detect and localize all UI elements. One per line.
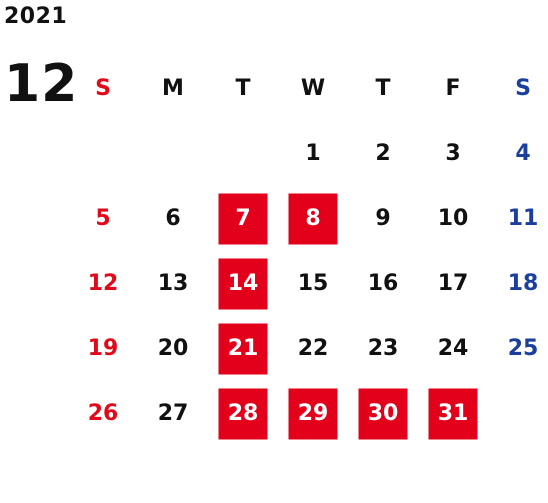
day-number: 10 xyxy=(437,206,469,231)
highlight-box xyxy=(218,323,268,374)
day-cell-highlighted[interactable]: 30 xyxy=(348,381,418,446)
day-number: 30 xyxy=(367,401,399,426)
weekday-label: T xyxy=(375,76,391,101)
day-cell-highlighted[interactable]: 7 xyxy=(208,186,278,251)
day-cell[interactable]: 27 xyxy=(138,381,208,446)
day-cell-highlighted[interactable]: 29 xyxy=(278,381,348,446)
weekday-label: S xyxy=(515,76,531,101)
day-cell[interactable]: 18 xyxy=(488,251,548,316)
day-cell[interactable]: 4 xyxy=(488,121,548,186)
day-number: 4 xyxy=(515,141,531,166)
weekday-label: M xyxy=(162,76,184,101)
highlight-box xyxy=(288,388,338,439)
day-number: 20 xyxy=(157,336,189,361)
weekday-label: T xyxy=(235,76,251,101)
day-number: 3 xyxy=(445,141,461,166)
weekday-header-wednesday: W xyxy=(278,56,348,121)
day-cell[interactable]: 15 xyxy=(278,251,348,316)
empty-day-cell xyxy=(208,121,278,186)
weekday-header-friday: F xyxy=(418,56,488,121)
day-cell[interactable]: 12 xyxy=(68,251,138,316)
calendar-grid: S M T W T F S 1 2 3 4 5 6 7 8 9 10 11 12 13 14 15 16 17 18 19 20 21… xyxy=(68,56,548,446)
day-cell[interactable]: 17 xyxy=(418,251,488,316)
day-cell[interactable]: 1 xyxy=(278,121,348,186)
day-number: 5 xyxy=(95,206,111,231)
day-number: 2 xyxy=(375,141,391,166)
day-cell[interactable]: 13 xyxy=(138,251,208,316)
weekday-header-monday: M xyxy=(138,56,208,121)
empty-day-cell xyxy=(488,381,548,446)
day-number: 17 xyxy=(437,271,469,296)
day-number: 16 xyxy=(367,271,399,296)
day-number: 27 xyxy=(157,401,189,426)
day-number: 25 xyxy=(507,336,539,361)
highlight-box xyxy=(428,388,478,439)
day-number: 24 xyxy=(437,336,469,361)
day-cell-highlighted[interactable]: 28 xyxy=(208,381,278,446)
day-number: 21 xyxy=(227,336,259,361)
day-number: 26 xyxy=(87,401,119,426)
day-number: 18 xyxy=(507,271,539,296)
day-cell[interactable]: 24 xyxy=(418,316,488,381)
day-number: 11 xyxy=(507,206,539,231)
day-cell-highlighted[interactable]: 31 xyxy=(418,381,488,446)
day-number: 31 xyxy=(437,401,469,426)
day-number: 6 xyxy=(165,206,181,231)
day-number: 12 xyxy=(87,271,119,296)
day-cell[interactable]: 11 xyxy=(488,186,548,251)
day-cell[interactable]: 22 xyxy=(278,316,348,381)
day-cell[interactable]: 3 xyxy=(418,121,488,186)
weekday-header-sunday: S xyxy=(68,56,138,121)
day-cell[interactable]: 10 xyxy=(418,186,488,251)
day-number: 22 xyxy=(297,336,329,361)
highlight-box xyxy=(288,193,338,244)
day-cell-highlighted[interactable]: 8 xyxy=(278,186,348,251)
day-number: 8 xyxy=(305,206,321,231)
weekday-header-saturday: S xyxy=(488,56,548,121)
day-number: 9 xyxy=(375,206,391,231)
weekday-header-tuesday: T xyxy=(208,56,278,121)
day-cell[interactable]: 25 xyxy=(488,316,548,381)
weekday-label: F xyxy=(445,76,461,101)
day-number: 23 xyxy=(367,336,399,361)
day-cell[interactable]: 6 xyxy=(138,186,208,251)
day-number: 1 xyxy=(305,141,321,166)
highlight-box xyxy=(218,388,268,439)
weekday-header-thursday: T xyxy=(348,56,418,121)
empty-day-cell xyxy=(138,121,208,186)
highlight-box xyxy=(218,258,268,309)
day-number: 19 xyxy=(87,336,119,361)
day-cell[interactable]: 16 xyxy=(348,251,418,316)
day-number: 13 xyxy=(157,271,189,296)
calendar-year: 2021 xyxy=(4,4,68,29)
highlight-box xyxy=(358,388,408,439)
calendar-month: 12 xyxy=(4,54,79,114)
weekday-label: S xyxy=(95,76,111,101)
weekday-label: W xyxy=(300,76,326,101)
day-number: 15 xyxy=(297,271,329,296)
day-cell[interactable]: 19 xyxy=(68,316,138,381)
day-number: 14 xyxy=(227,271,259,296)
day-cell[interactable]: 23 xyxy=(348,316,418,381)
day-number: 28 xyxy=(227,401,259,426)
day-cell[interactable]: 2 xyxy=(348,121,418,186)
day-cell[interactable]: 5 xyxy=(68,186,138,251)
day-number: 7 xyxy=(235,206,251,231)
day-cell-highlighted[interactable]: 21 xyxy=(208,316,278,381)
day-cell[interactable]: 20 xyxy=(138,316,208,381)
day-cell[interactable]: 26 xyxy=(68,381,138,446)
highlight-box xyxy=(218,193,268,244)
day-cell-highlighted[interactable]: 14 xyxy=(208,251,278,316)
empty-day-cell xyxy=(68,121,138,186)
day-number: 29 xyxy=(297,401,329,426)
day-cell[interactable]: 9 xyxy=(348,186,418,251)
